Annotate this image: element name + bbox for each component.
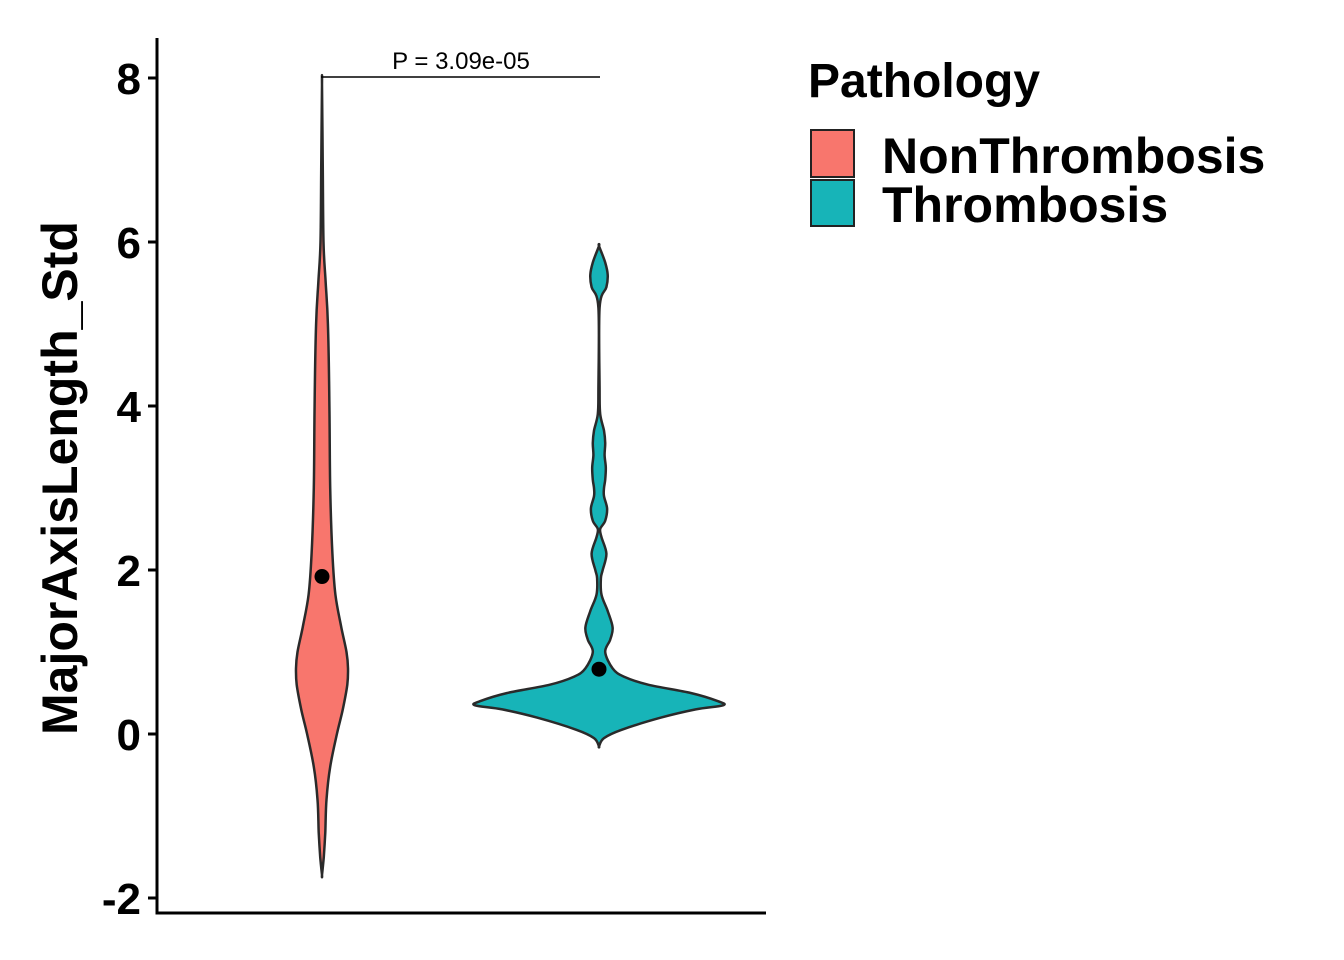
violin-group — [294, 73, 726, 879]
legend-label-nonthrombosis: NonThrombosis — [882, 128, 1265, 184]
violin-thrombosis — [472, 242, 726, 749]
legend-swatch-nonthrombosis — [810, 129, 855, 178]
y-tick-label: 4 — [117, 383, 142, 432]
p-value-label: P = 3.09e-05 — [392, 48, 530, 75]
y-axis-title: MajorAxisLength_Std — [32, 221, 88, 735]
y-tick-label: -2 — [102, 875, 141, 924]
legend: Pathology NonThrombosis Thrombosis — [808, 55, 1265, 233]
legend-swatch-thrombosis — [810, 179, 855, 227]
y-tick-label: 2 — [117, 547, 141, 596]
violin-nonthrombosis — [294, 73, 350, 879]
median-point-nonthrombosis — [314, 569, 330, 585]
p-value-bracket: P = 3.09e-05 — [321, 48, 600, 78]
legend-label-thrombosis: Thrombosis — [882, 177, 1168, 233]
y-ticks: -2 0 2 4 6 8 — [102, 55, 157, 924]
y-tick-label: 0 — [117, 711, 141, 760]
legend-title: Pathology — [808, 55, 1040, 108]
y-tick-label: 6 — [117, 219, 141, 268]
y-tick-label: 8 — [117, 55, 141, 104]
plot-axes — [155, 38, 766, 915]
median-point-thrombosis — [591, 661, 607, 677]
